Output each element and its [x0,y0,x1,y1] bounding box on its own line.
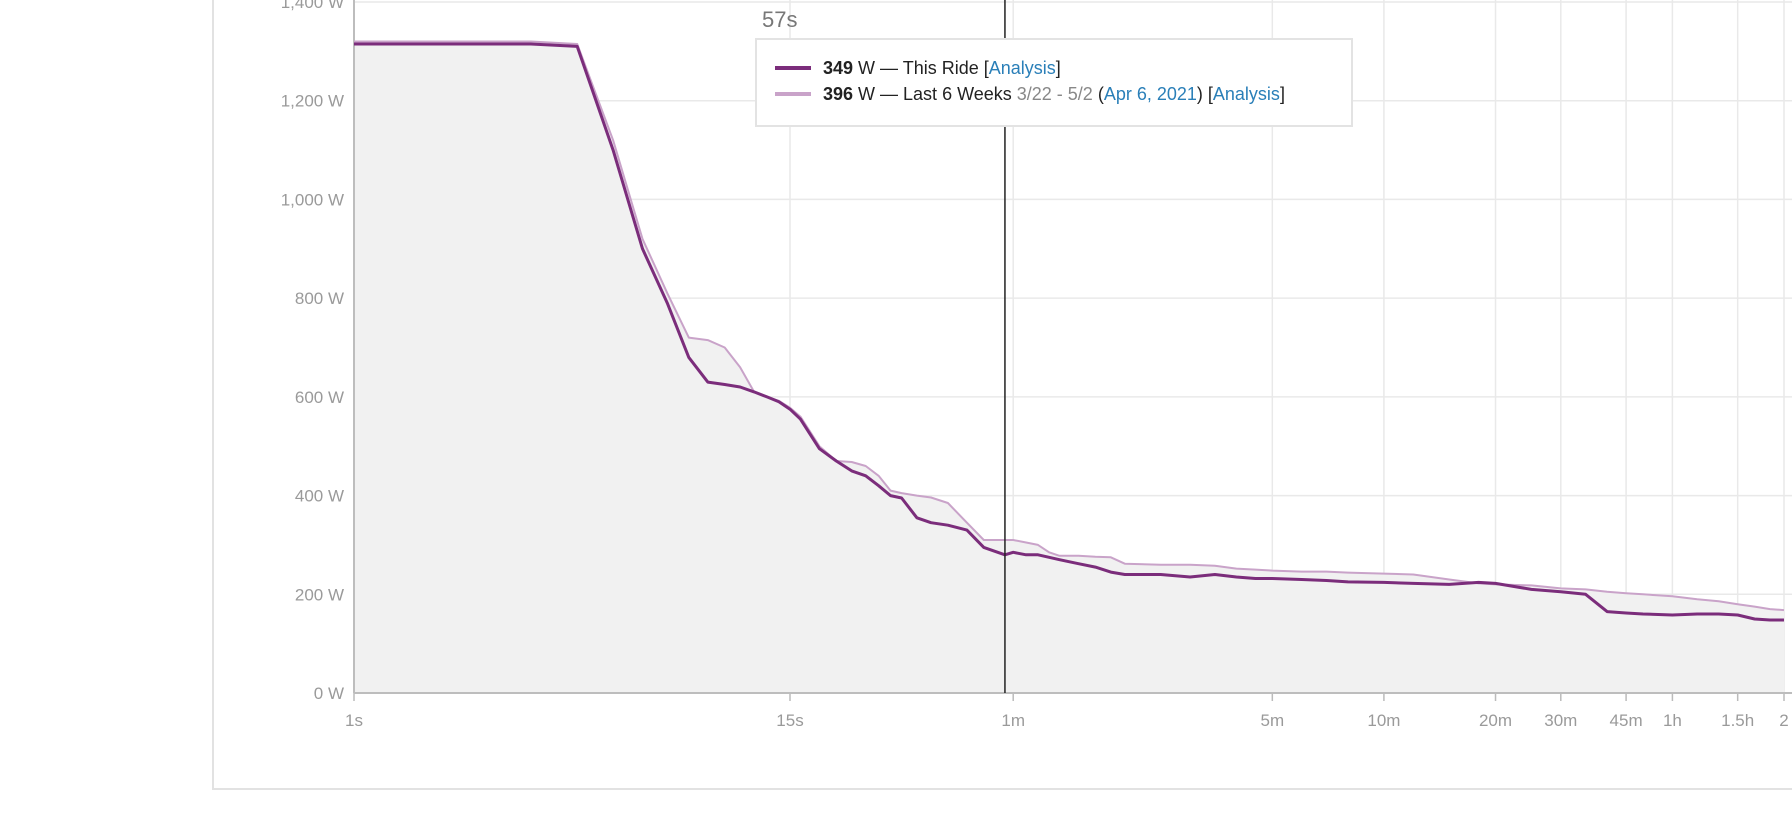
x-tick-label: 1h [1663,711,1682,730]
y-tick-label: 400 W [295,487,344,506]
power-curve-chart[interactable]: 0 W 200 W 400 W 600 W 800 W 1,000 W 1,200 W 1,4… [214,0,1792,790]
y-tick-label: 1,400 W [281,0,344,12]
x-tick-label: 1m [1001,711,1025,730]
this-ride-label: W — This Ride [ [853,57,989,78]
this-ride-analysis-link[interactable]: Analysis [988,57,1056,78]
hover-time-label: 57s [762,7,798,32]
y-tick-label: 800 W [295,289,344,308]
last-6-weeks-analysis-link[interactable]: Analysis [1212,83,1280,104]
last-6-weeks-date-link[interactable]: Apr 6, 2021 [1103,83,1197,104]
chart-frame: 0 W 200 W 400 W 600 W 800 W 1,000 W 1,200 W 1,4… [212,0,1792,790]
y-tick-label: 200 W [295,585,344,604]
last-6-weeks-open-paren: ( [1092,83,1104,104]
x-tick-label: 15s [776,711,803,730]
x-tick-label: 20m [1479,711,1512,730]
y-tick-label: 600 W [295,388,344,407]
last-6-weeks-mid: ) [ [1196,83,1213,104]
series-area-fill [354,41,1784,693]
hover-tooltip: 349 W — This Ride [ Analysis ] 396 W — L… [755,38,1353,127]
last-6-weeks-date-range: 3/22 - 5/2 [1016,83,1093,104]
last-6-weeks-value: 396 [823,83,854,104]
this-ride-value: 349 [823,57,854,78]
x-tick-label: 1.5h [1721,711,1754,730]
y-tick-label: 1,200 W [281,92,344,111]
x-tick-label: 5m [1261,711,1285,730]
last-6-weeks-label: W — Last 6 Weeks [853,83,1017,104]
series-line-this-ride [354,42,1784,622]
series-line-last-6-weeks [354,40,1785,612]
tooltip-row-this-ride: 349 W — This Ride [ Analysis ] [775,56,1061,80]
y-tick-label: 0 W [314,684,344,703]
y-tick-label: 1,000 W [281,190,344,209]
last-6-weeks-swatch [775,92,811,96]
this-ride-bracket: ] [1055,57,1061,78]
x-tick-label: 1s [345,711,363,730]
x-tick-label: 30m [1544,711,1577,730]
this-ride-swatch [775,66,811,70]
x-tick-label: 45m [1610,711,1643,730]
x-tick-label: 2 [1779,711,1788,730]
last-6-weeks-bracket: ] [1279,83,1285,104]
tooltip-row-last-6-weeks: 396 W — Last 6 Weeks 3/22 - 5/2 ( Apr 6,… [775,82,1285,106]
x-tick-label: 10m [1367,711,1400,730]
